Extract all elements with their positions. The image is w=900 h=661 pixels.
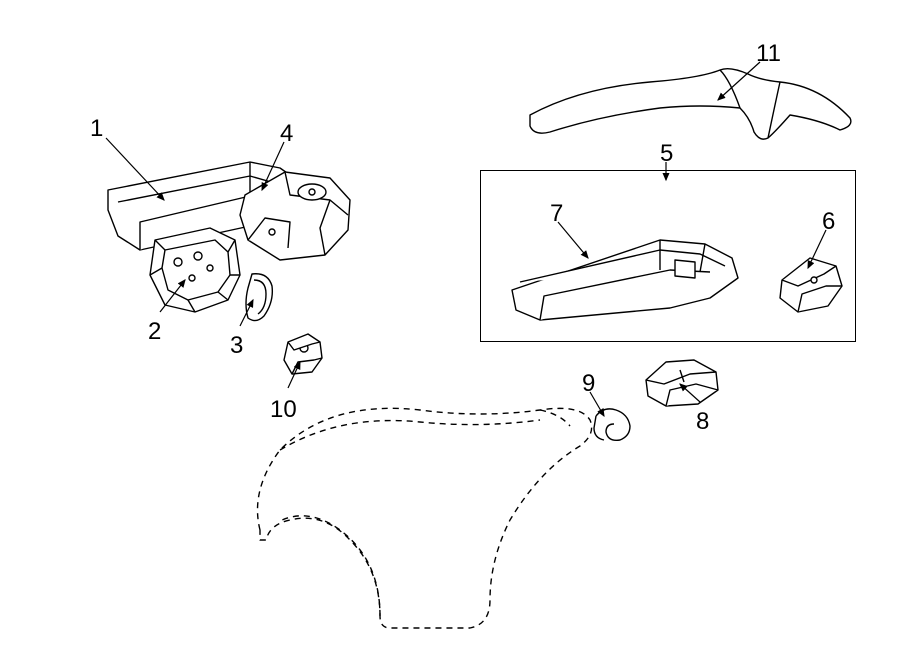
part-11-cowl-bar xyxy=(520,60,860,150)
callout-3: 3 xyxy=(230,332,243,360)
part-8-crossmember-bracket xyxy=(636,352,726,412)
callout-9: 9 xyxy=(582,370,595,398)
diagram-stage: 1 4 2 3 10 11 5 7 6 9 8 xyxy=(0,0,900,661)
part-7-side-rail xyxy=(500,220,750,330)
callout-11: 11 xyxy=(756,40,781,68)
part-10-bracket xyxy=(278,328,328,380)
part-4-strut-tower xyxy=(230,160,360,270)
callout-1: 1 xyxy=(90,115,103,143)
fender-outline-dashed xyxy=(240,390,600,640)
part-3-gusset xyxy=(240,268,280,328)
callout-7: 7 xyxy=(550,200,563,228)
callout-4: 4 xyxy=(280,120,293,148)
callout-6: 6 xyxy=(822,208,835,236)
callout-5: 5 xyxy=(660,140,673,168)
callout-2: 2 xyxy=(148,318,161,346)
callout-8: 8 xyxy=(696,408,709,436)
callout-10: 10 xyxy=(270,396,297,424)
part-6-rail-extension xyxy=(770,250,850,320)
